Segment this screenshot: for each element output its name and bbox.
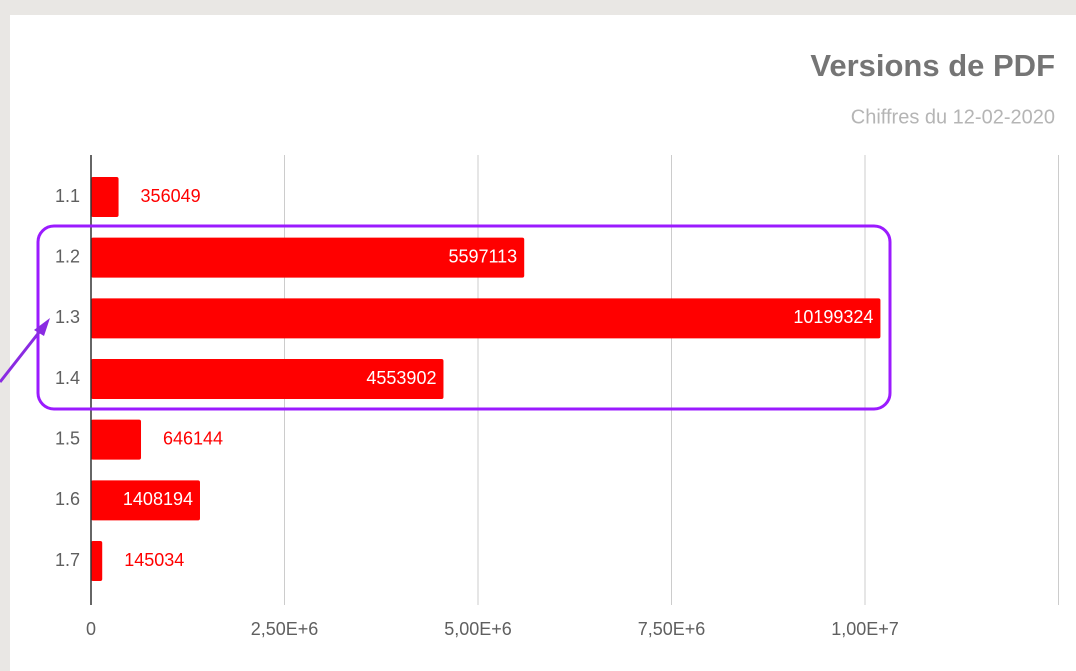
bar (91, 237, 525, 278)
value-label: 10199324 (793, 307, 873, 327)
bar (91, 298, 881, 339)
y-tick-label: 1.7 (55, 550, 80, 570)
x-tick-label: 5,00E+6 (444, 619, 512, 639)
y-tick-label: 1.2 (55, 246, 80, 266)
value-label: 5597113 (448, 246, 517, 266)
y-tick-label: 1.5 (55, 428, 80, 448)
y-tick-label: 1.3 (55, 307, 80, 327)
x-tick-label: 1,00E+7 (831, 619, 899, 639)
value-label: 145034 (124, 550, 184, 570)
bar (91, 177, 119, 217)
value-label: 4553902 (366, 368, 436, 388)
bar (91, 419, 142, 460)
chart-title: Versions de PDF (810, 48, 1055, 83)
x-tick-label: 2,50E+6 (251, 619, 319, 639)
bar (91, 541, 103, 582)
value-label: 1408194 (123, 489, 193, 509)
x-tick-label: 7,50E+6 (638, 619, 706, 639)
highlight-box (36, 224, 892, 411)
value-label: 356049 (141, 186, 201, 206)
y-tick-label: 1.4 (55, 368, 80, 388)
value-label: 646144 (163, 428, 223, 448)
bar (91, 480, 200, 521)
arrow-shaft (0, 325, 46, 383)
x-tick-label: 0 (86, 619, 96, 639)
arrow-head (34, 318, 50, 336)
y-tick-label: 1.6 (55, 489, 80, 509)
plot: 0 2,50E+6 5,00E+6 7,50E+6 1,00E+7 1.1 356049 1.… (55, 155, 1059, 639)
y-tick-label: 1.1 (55, 186, 80, 206)
bar (91, 359, 444, 400)
card (10, 15, 1076, 671)
chart-subtitle: Chiffres du 12-02-2020 (851, 106, 1055, 128)
